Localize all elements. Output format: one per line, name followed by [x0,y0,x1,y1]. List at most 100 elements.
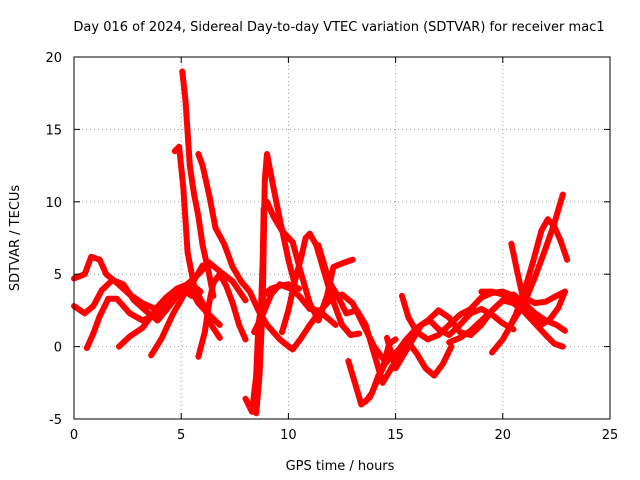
data-point-marker [422,365,429,372]
data-point-marker [478,305,485,312]
series-line [195,151,294,351]
data-point-marker [553,292,560,299]
data-point-marker [296,285,303,292]
data-point-marker [369,389,376,396]
data-point-marker [276,216,283,223]
data-point-marker [143,308,150,315]
data-point-marker [499,336,506,343]
data-point-marker [542,298,549,305]
y-tick-label: 0 [54,341,62,356]
data-point-marker [403,336,410,343]
data-point-marker [298,253,305,260]
series-track-25 [508,240,568,328]
series-track-22 [446,297,566,350]
data-point-marker [158,334,165,341]
x-axis-label: GPS time / hours [286,459,395,474]
data-point-marker [169,311,176,318]
data-point-marker [259,311,266,318]
data-point-marker [201,329,208,336]
data-point-marker [306,230,313,237]
data-point-marker [199,162,206,169]
data-point-marker [90,303,97,310]
data-point-marker [109,276,116,283]
data-point-marker [381,360,388,367]
y-tick-label: -5 [49,413,62,428]
data-point-marker [439,360,446,367]
data-point-marker [435,307,442,314]
data-point-marker [116,343,123,350]
data-point-marker [328,295,335,302]
data-point-marker [263,321,270,328]
data-point-marker [514,271,521,278]
series-track-7 [179,68,217,299]
data-point-marker [424,336,431,343]
data-point-marker [347,332,354,339]
data-point-marker [289,239,296,246]
data-point-marker [242,297,249,304]
y-tick-label: 20 [45,51,62,66]
data-point-marker [208,321,215,328]
data-point-marker [212,224,219,231]
data-point-marker [553,321,560,328]
data-point-marker [251,329,258,336]
data-point-marker [542,332,549,339]
data-point-marker [564,256,571,263]
data-point-marker [546,316,553,323]
data-point-marker [242,395,249,402]
series-track-6 [171,143,223,341]
data-point-marker [379,379,386,386]
data-point-marker [345,358,352,365]
data-point-marker [81,310,88,317]
data-point-marker [88,253,95,260]
data-point-marker [409,336,416,343]
data-point-marker [326,278,333,285]
x-tick-label: 25 [602,428,619,443]
data-point-marker [542,245,549,252]
data-point-marker [216,334,223,341]
data-point-marker [334,292,341,299]
data-point-marker [538,227,545,234]
data-point-marker [179,68,186,75]
data-point-marker [229,278,236,285]
series-line [399,288,538,343]
data-point-marker [561,288,568,295]
data-point-marker [263,151,270,158]
x-tick-label: 10 [280,428,297,443]
data-point-marker [349,300,356,307]
data-point-marker [499,320,506,327]
data-point-marker [229,300,236,307]
data-point-marker [478,294,485,301]
data-point-marker [375,372,382,379]
x-tick-label: 15 [387,428,404,443]
data-point-marker [126,333,133,340]
data-point-marker [508,240,515,247]
data-point-marker [330,263,337,270]
data-point-marker [332,321,339,328]
data-point-marker [221,240,228,247]
data-point-marker [531,300,538,307]
series-track-8 [195,151,294,352]
data-point-marker [180,184,187,191]
data-point-marker [446,332,453,339]
data-point-marker [349,256,356,263]
data-point-marker [131,297,138,304]
data-point-marker [276,336,283,343]
x-tick-label: 20 [495,428,512,443]
series-line [279,230,363,338]
data-point-marker [270,213,277,220]
data-point-marker [103,271,110,278]
data-point-marker [456,329,463,336]
data-point-marker [206,300,213,307]
data-point-marker [339,321,345,328]
data-point-marker [238,278,245,285]
data-point-marker [96,313,103,320]
data-point-marker [341,259,348,266]
data-point-marker [392,350,399,357]
series-track-16 [315,242,403,386]
data-point-marker [555,304,562,311]
data-point-marker [199,242,206,249]
data-point-marker [317,307,324,314]
data-point-marker [559,191,566,198]
data-point-marker [261,177,268,184]
